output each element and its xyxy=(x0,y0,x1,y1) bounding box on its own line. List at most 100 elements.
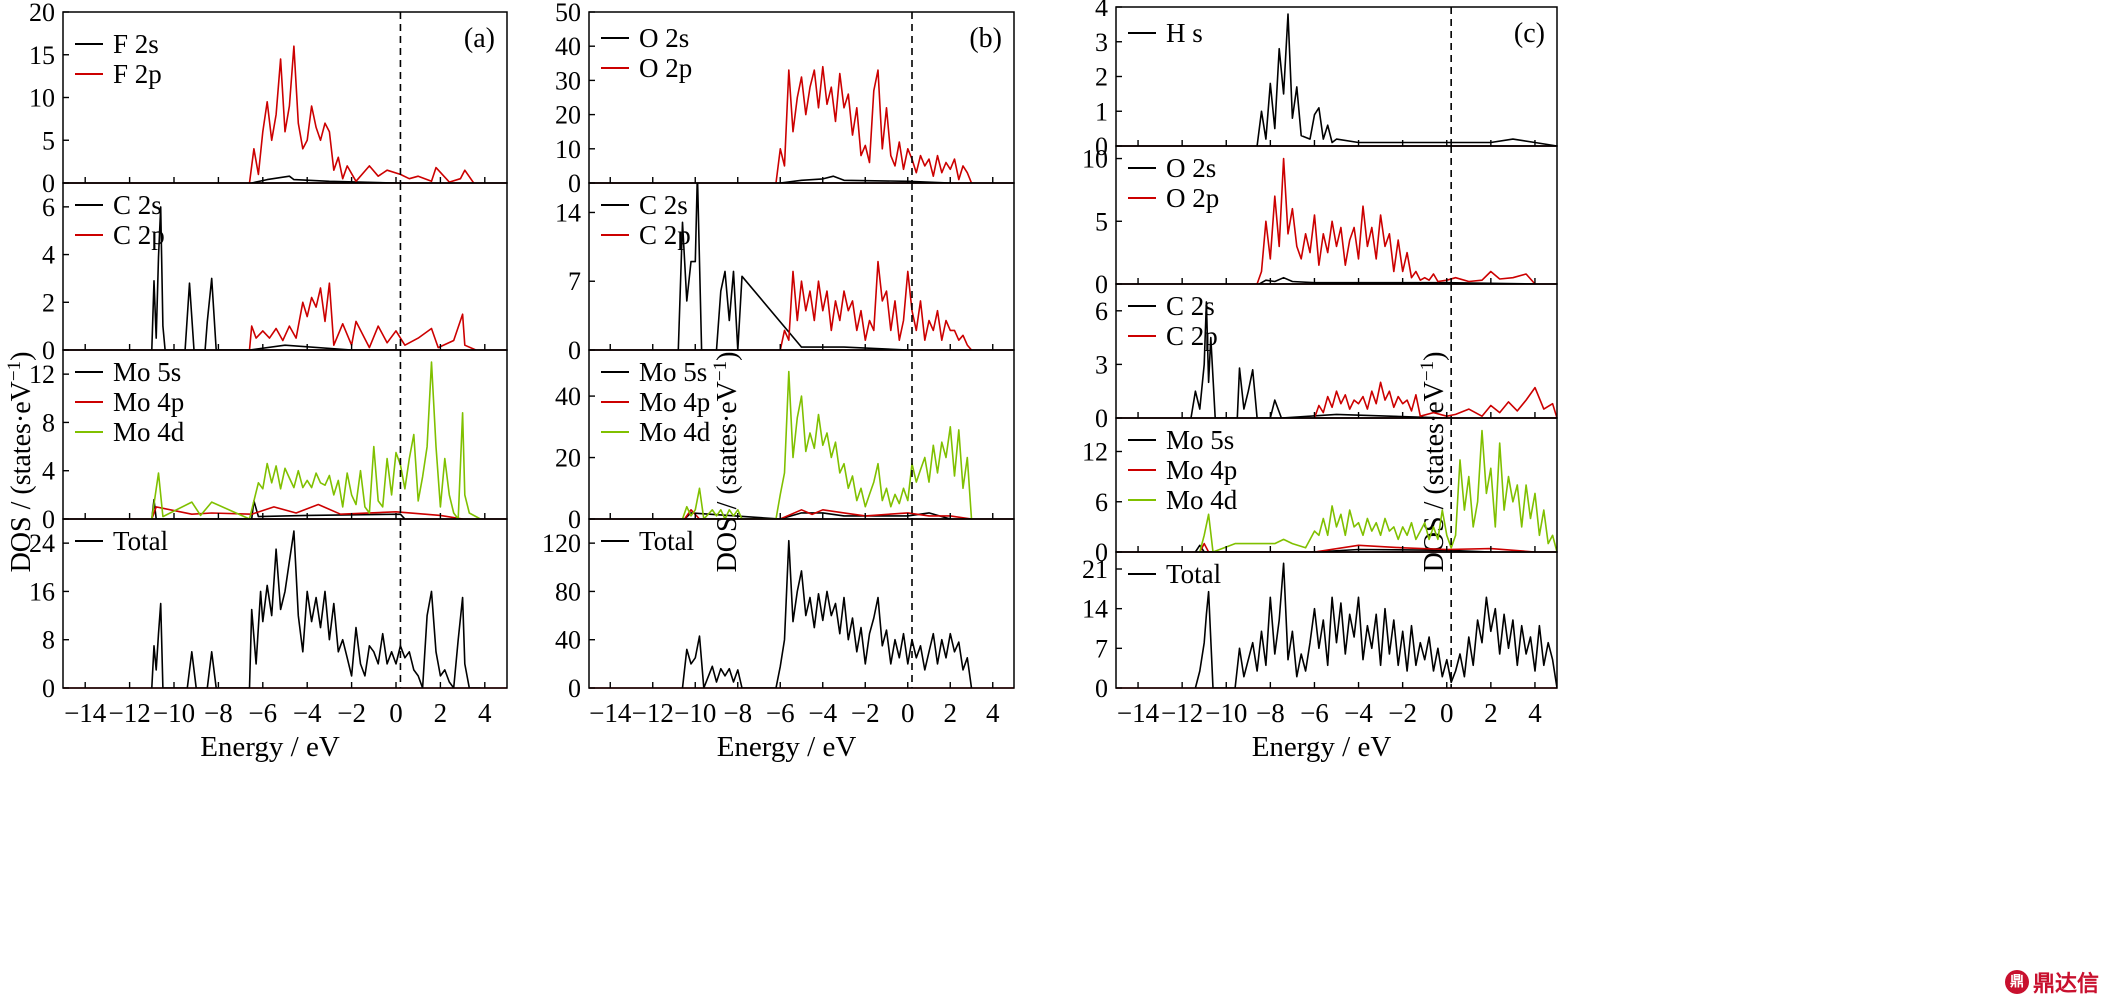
x-tick-label: −12 xyxy=(632,698,674,728)
chart-0-panel-1: 0 2 4 6 C 2sC 2p xyxy=(42,182,508,365)
x-tick-label: −6 xyxy=(766,698,795,728)
panel-title: (c) xyxy=(1514,18,1545,49)
legend-label-o-2p: O 2p xyxy=(1166,183,1219,213)
ylabel-c: DOS / (states·eV−1) xyxy=(1417,352,1450,573)
panel-title: (a) xyxy=(464,23,495,54)
chart-2-panel-4: 0 7 14 21 Total xyxy=(1082,551,1558,703)
y-tick-label: 0 xyxy=(42,169,55,198)
x-tick-label: −4 xyxy=(293,698,322,728)
y-tick-label: 15 xyxy=(29,41,55,70)
legend-label-mo-5s: Mo 5s xyxy=(1166,425,1234,455)
y-tick-label: 2 xyxy=(1095,63,1108,92)
x-tick-label: −10 xyxy=(153,698,195,728)
series-line-c-2p xyxy=(779,260,973,350)
x-tick-label: −14 xyxy=(64,698,107,728)
legend-label-c-2p: C 2p xyxy=(639,220,691,250)
legend-label-c-2s: C 2s xyxy=(639,190,688,220)
legend-label-mo-4p: Mo 4p xyxy=(1166,455,1237,485)
y-tick-label: 10 xyxy=(555,135,581,164)
x-tick-label: −10 xyxy=(1205,698,1247,728)
x-tick-label: −8 xyxy=(723,698,752,728)
x-axis-title: Energy / eV xyxy=(1252,731,1392,763)
series-line-c-2p xyxy=(1313,381,1557,418)
x-axis-title: Energy / eV xyxy=(717,731,857,763)
y-tick-label: 3 xyxy=(1095,350,1108,379)
watermark-logo-icon: 鼎 xyxy=(2004,970,2029,994)
y-tick-label: 80 xyxy=(555,577,581,606)
y-tick-label: 4 xyxy=(42,241,55,270)
legend-label-mo-5s: Mo 5s xyxy=(113,357,181,387)
series-line-o-2p xyxy=(1256,157,1536,284)
x-tick-label: 4 xyxy=(986,698,1000,728)
y-tick-label: 12 xyxy=(1082,438,1108,467)
y-tick-label: 0 xyxy=(568,336,581,365)
y-tick-label: 6 xyxy=(42,193,55,222)
y-tick-label: 10 xyxy=(29,84,55,113)
panel-title: (b) xyxy=(969,23,1002,54)
x-tick-label: −2 xyxy=(851,698,880,728)
series-line-f-2s xyxy=(251,175,397,183)
series-line-o-2p xyxy=(775,65,973,183)
chart-2-panel-1: 0 5 10 O 2sO 2p xyxy=(1082,145,1558,299)
y-tick-label: 7 xyxy=(1095,634,1108,663)
series-line-total xyxy=(681,539,973,688)
legend-label-c-2p: C 2p xyxy=(113,220,165,250)
y-tick-label: 8 xyxy=(42,408,55,437)
x-tick-label: 0 xyxy=(901,698,915,728)
y-tick-label: 10 xyxy=(1082,145,1108,174)
x-tick-label: −10 xyxy=(674,698,716,728)
legend-label-c-2p: C 2p xyxy=(1166,321,1218,351)
y-tick-label: 1 xyxy=(1095,97,1108,126)
x-tick-label: 0 xyxy=(389,698,403,728)
y-tick-label: 2 xyxy=(42,288,55,317)
y-tick-label: 21 xyxy=(1082,555,1108,584)
watermark-text: 鼎达信 xyxy=(2032,972,2099,997)
y-tick-label: 14 xyxy=(1082,595,1108,624)
legend-label-o-2s: O 2s xyxy=(639,23,689,53)
x-tick-label: −4 xyxy=(1344,698,1373,728)
legend-label-o-2p: O 2p xyxy=(639,53,692,83)
y-tick-label: 0 xyxy=(1095,538,1108,567)
y-tick-label: 50 xyxy=(555,0,581,27)
x-tick-label: −12 xyxy=(108,698,150,728)
y-tick-label: 40 xyxy=(555,382,581,411)
series-line-f-2p xyxy=(248,45,475,183)
panel-frame xyxy=(588,518,1015,689)
y-tick-label: 0 xyxy=(1095,674,1108,703)
y-tick-label: 40 xyxy=(555,626,581,655)
legend-label-mo-5s: Mo 5s xyxy=(639,357,707,387)
legend-label-o-2s: O 2s xyxy=(1166,153,1216,183)
x-tick-label: 4 xyxy=(1528,698,1542,728)
x-tick-label: −6 xyxy=(248,698,277,728)
x-tick-label: −8 xyxy=(1256,698,1285,728)
y-tick-label: 0 xyxy=(42,336,55,365)
y-tick-label: 20 xyxy=(29,0,55,27)
series-line-total xyxy=(151,530,481,688)
y-tick-label: 6 xyxy=(1095,297,1108,326)
chart-1-panel-0: 0 10 20 30 40 50 O 2sO 2p xyxy=(555,0,1015,198)
x-tick-label: −6 xyxy=(1300,698,1329,728)
chart-1-panel-1: 0 7 14 C 2sC 2p xyxy=(555,182,1015,365)
series-line-mo-4p xyxy=(151,503,463,519)
y-tick-label: 4 xyxy=(42,457,55,486)
y-tick-label: 14 xyxy=(555,198,581,227)
x-tick-label: 2 xyxy=(1484,698,1498,728)
x-tick-label: −8 xyxy=(204,698,233,728)
x-tick-label: 4 xyxy=(478,698,492,728)
chart-2-panel-2: 0 3 6 C 2sC 2p xyxy=(1095,283,1558,433)
legend-label-total: Total xyxy=(113,526,168,556)
legend-label-mo-4d: Mo 4d xyxy=(639,417,711,447)
x-tick-label: −4 xyxy=(808,698,837,728)
series-line-mo-5s xyxy=(684,512,951,519)
y-tick-label: 40 xyxy=(555,32,581,61)
legend-label-mo-4p: Mo 4p xyxy=(639,387,710,417)
y-tick-label: 5 xyxy=(1095,207,1108,236)
y-tick-label: 0 xyxy=(1095,404,1108,433)
y-tick-label: 16 xyxy=(29,577,55,606)
chart-1-panel-3: 0 40 80 120 Total xyxy=(542,518,1015,703)
series-line-mo-4d xyxy=(1199,429,1557,552)
